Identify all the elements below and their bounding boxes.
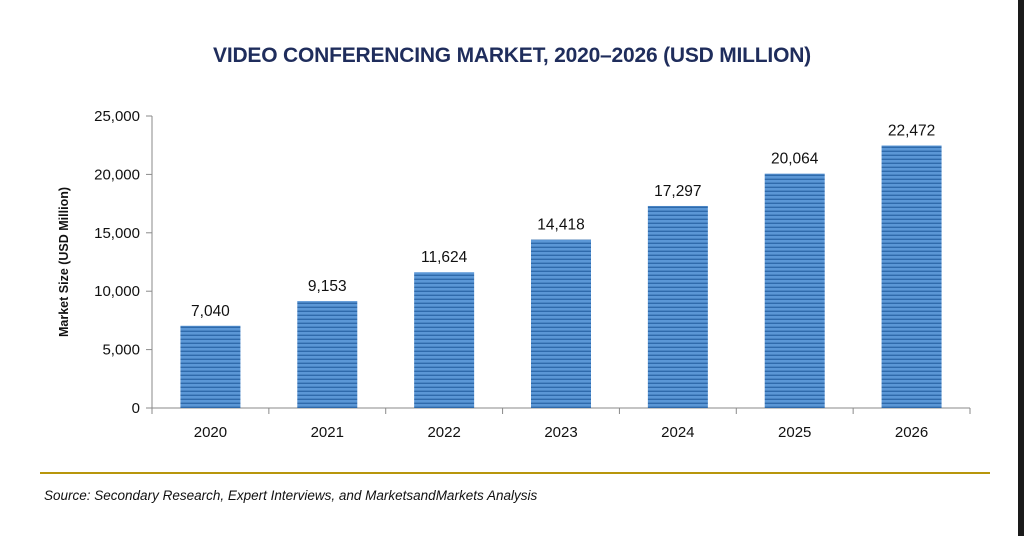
data-label-2022: 11,624 (421, 249, 468, 266)
bar-2026 (881, 145, 942, 408)
axes: 0 5,000 10,000 15,000 20,000 25,000 (94, 108, 971, 417)
y-tick-label: 10,000 (94, 283, 140, 300)
y-tick-label: 15,000 (94, 225, 140, 242)
bar-2022 (414, 272, 475, 408)
y-tick-label: 25,000 (94, 108, 140, 125)
labels-group: 7,040 2020 9,153 2021 11,624 2022 14,418 2023 17… (191, 123, 935, 441)
data-label-2020: 7,040 (191, 303, 230, 320)
bar-2021 (297, 301, 358, 408)
x-tick-label-2023: 2023 (544, 424, 577, 441)
data-label-2023: 14,418 (537, 217, 584, 234)
x-tick-label-2024: 2024 (661, 424, 694, 441)
x-tick-label-2021: 2021 (311, 424, 344, 441)
x-tick-label-2026: 2026 (895, 424, 928, 441)
y-tick-label: 0 (132, 400, 140, 417)
y-tick-label: 20,000 (94, 166, 140, 183)
y-axis-label: Market Size (USD Million) (57, 187, 71, 337)
divider-line (40, 472, 990, 474)
data-label-2025: 20,064 (771, 151, 819, 168)
source-note: Source: Secondary Research, Expert Inter… (44, 488, 538, 503)
x-tick-label-2025: 2025 (778, 424, 811, 441)
bar-2024 (647, 205, 708, 408)
bar-2025 (764, 173, 825, 408)
x-tick-label-2022: 2022 (427, 424, 460, 441)
data-label-2021: 9,153 (308, 278, 347, 295)
data-label-2026: 22,472 (888, 123, 935, 140)
y-tick-label: 5,000 (102, 342, 140, 359)
bar-chart: 0 5,000 10,000 15,000 20,000 25,000 7,040 2020… (57, 108, 971, 441)
chart-title: VIDEO CONFERENCING MARKET, 2020–2026 (US… (213, 44, 811, 67)
bar-2020 (180, 325, 241, 408)
data-label-2024: 17,297 (654, 183, 701, 200)
bars-group (180, 145, 942, 408)
bar-2023 (531, 239, 591, 408)
x-tick-label-2020: 2020 (194, 424, 227, 441)
